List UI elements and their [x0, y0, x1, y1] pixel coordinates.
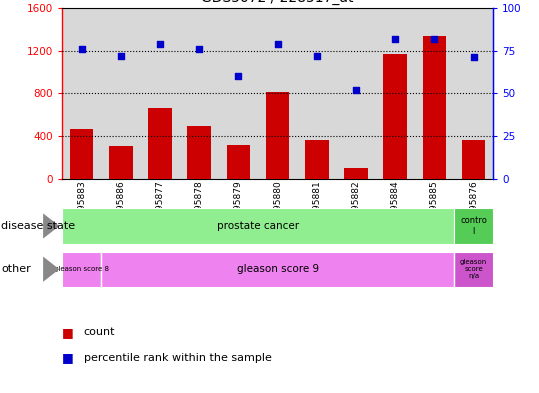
- Text: ■: ■: [62, 351, 74, 364]
- Text: gleason
score
n/a: gleason score n/a: [460, 259, 487, 279]
- Point: [195, 46, 204, 52]
- Text: prostate cancer: prostate cancer: [217, 221, 299, 231]
- Point: [234, 73, 243, 79]
- Point: [430, 35, 439, 42]
- Bar: [344, 168, 368, 179]
- Bar: [226, 145, 250, 179]
- Text: ■: ■: [62, 325, 74, 339]
- Bar: [454, 252, 493, 287]
- Bar: [62, 252, 101, 287]
- Text: other: other: [1, 264, 31, 274]
- Polygon shape: [43, 213, 59, 239]
- Bar: [462, 140, 485, 179]
- Bar: [148, 108, 172, 179]
- Bar: [101, 252, 454, 287]
- Bar: [109, 146, 133, 179]
- Text: percentile rank within the sample: percentile rank within the sample: [84, 353, 272, 363]
- Bar: [305, 140, 329, 179]
- Text: gleason score 9: gleason score 9: [237, 264, 319, 274]
- Bar: [454, 208, 493, 244]
- Text: gleason score 8: gleason score 8: [54, 266, 109, 272]
- Bar: [423, 36, 446, 179]
- Point: [351, 87, 360, 93]
- Bar: [188, 127, 211, 179]
- Point: [313, 53, 321, 59]
- Point: [273, 40, 282, 47]
- Text: disease state: disease state: [1, 221, 75, 231]
- Point: [77, 46, 86, 52]
- Title: GDS5072 / 228517_at: GDS5072 / 228517_at: [202, 0, 354, 6]
- Point: [116, 53, 125, 59]
- Bar: [266, 92, 289, 179]
- Text: contro
l: contro l: [460, 216, 487, 236]
- Point: [156, 40, 164, 47]
- Bar: [383, 54, 407, 179]
- Bar: [70, 129, 93, 179]
- Point: [469, 54, 478, 61]
- Text: count: count: [84, 327, 115, 337]
- Point: [391, 35, 399, 42]
- Polygon shape: [43, 257, 59, 282]
